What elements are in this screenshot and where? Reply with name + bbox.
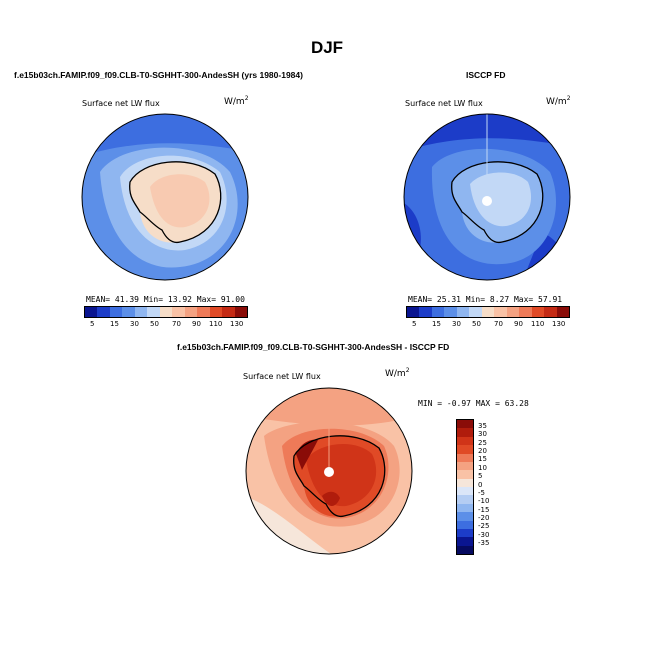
diff-colorbar-tick: 15 bbox=[478, 455, 487, 463]
diff-variable-label: Surface net LW flux bbox=[243, 372, 321, 381]
diff-polar-map bbox=[245, 387, 413, 555]
obs-polar-map bbox=[403, 113, 571, 281]
diff-colorbar-tick: 10 bbox=[478, 464, 487, 472]
model-colorbar bbox=[84, 306, 248, 318]
model-colorbar-tick: 5 bbox=[90, 320, 95, 328]
model-colorbar-tick: 130 bbox=[230, 320, 244, 328]
diff-colorbar-tick: -35 bbox=[478, 539, 490, 547]
model-colorbar-tick: 90 bbox=[192, 320, 201, 328]
diff-pole-hole bbox=[324, 467, 334, 477]
diff-colorbar-tick: -20 bbox=[478, 514, 490, 522]
diff-colorbar-tick: 0 bbox=[478, 481, 483, 489]
model-panel-header: f.e15b03ch.FAMIP.f09_f09.CLB-T0-SGHHT-30… bbox=[14, 70, 303, 80]
model-colorbar-tick: 70 bbox=[172, 320, 181, 328]
diff-colorbar-tick: -10 bbox=[478, 497, 490, 505]
obs-colorbar-tick: 110 bbox=[531, 320, 545, 328]
obs-units-label: W/m2 bbox=[546, 95, 571, 107]
diff-colorbar-tick: 30 bbox=[478, 430, 487, 438]
diff-colorbar-tick: -30 bbox=[478, 531, 490, 539]
diff-colorbar bbox=[456, 419, 474, 555]
diff-colorbar-tick: 5 bbox=[478, 472, 483, 480]
diff-colorbar-tick: 20 bbox=[478, 447, 487, 455]
diff-colorbar-tick: 35 bbox=[478, 422, 487, 430]
obs-colorbar bbox=[406, 306, 570, 318]
obs-coastline bbox=[451, 161, 544, 244]
model-variable-label: Surface net LW flux bbox=[82, 99, 160, 108]
model-colorbar-tick: 110 bbox=[209, 320, 223, 328]
obs-colorbar-tick: 50 bbox=[472, 320, 481, 328]
obs-colorbar-tick: 130 bbox=[552, 320, 566, 328]
diff-colorbar-tick: 25 bbox=[478, 439, 487, 447]
obs-panel-header: ISCCP FD bbox=[466, 70, 506, 80]
model-units-label: W/m2 bbox=[224, 95, 249, 107]
diff-colorbar-tick: -5 bbox=[478, 489, 485, 497]
diff-units-label: W/m2 bbox=[385, 367, 410, 379]
obs-colorbar-tick: 70 bbox=[494, 320, 503, 328]
diff-coastline bbox=[293, 435, 386, 518]
obs-pole-hole bbox=[482, 196, 492, 206]
obs-colorbar-tick: 5 bbox=[412, 320, 417, 328]
obs-stats: MEAN= 25.31 Min= 8.27 Max= 57.91 bbox=[408, 295, 563, 304]
diff-colorbar-tick: -25 bbox=[478, 522, 490, 530]
obs-variable-label: Surface net LW flux bbox=[405, 99, 483, 108]
page-title: DJF bbox=[310, 38, 344, 57]
obs-colorbar-tick: 90 bbox=[514, 320, 523, 328]
obs-colorbar-tick: 30 bbox=[452, 320, 461, 328]
model-colorbar-tick: 50 bbox=[150, 320, 159, 328]
model-coastline bbox=[129, 161, 222, 244]
model-stats: MEAN= 41.39 Min= 13.92 Max= 91.00 bbox=[86, 295, 245, 304]
diff-panel-header: f.e15b03ch.FAMIP.f09_f09.CLB-T0-SGHHT-30… bbox=[177, 342, 450, 352]
model-polar-map bbox=[81, 113, 249, 281]
diff-colorbar-tick: -15 bbox=[478, 506, 490, 514]
model-colorbar-tick: 15 bbox=[110, 320, 119, 328]
obs-colorbar-tick: 15 bbox=[432, 320, 441, 328]
diff-stats: MIN = -0.97 MAX = 63.28 bbox=[418, 399, 529, 408]
model-colorbar-tick: 30 bbox=[130, 320, 139, 328]
